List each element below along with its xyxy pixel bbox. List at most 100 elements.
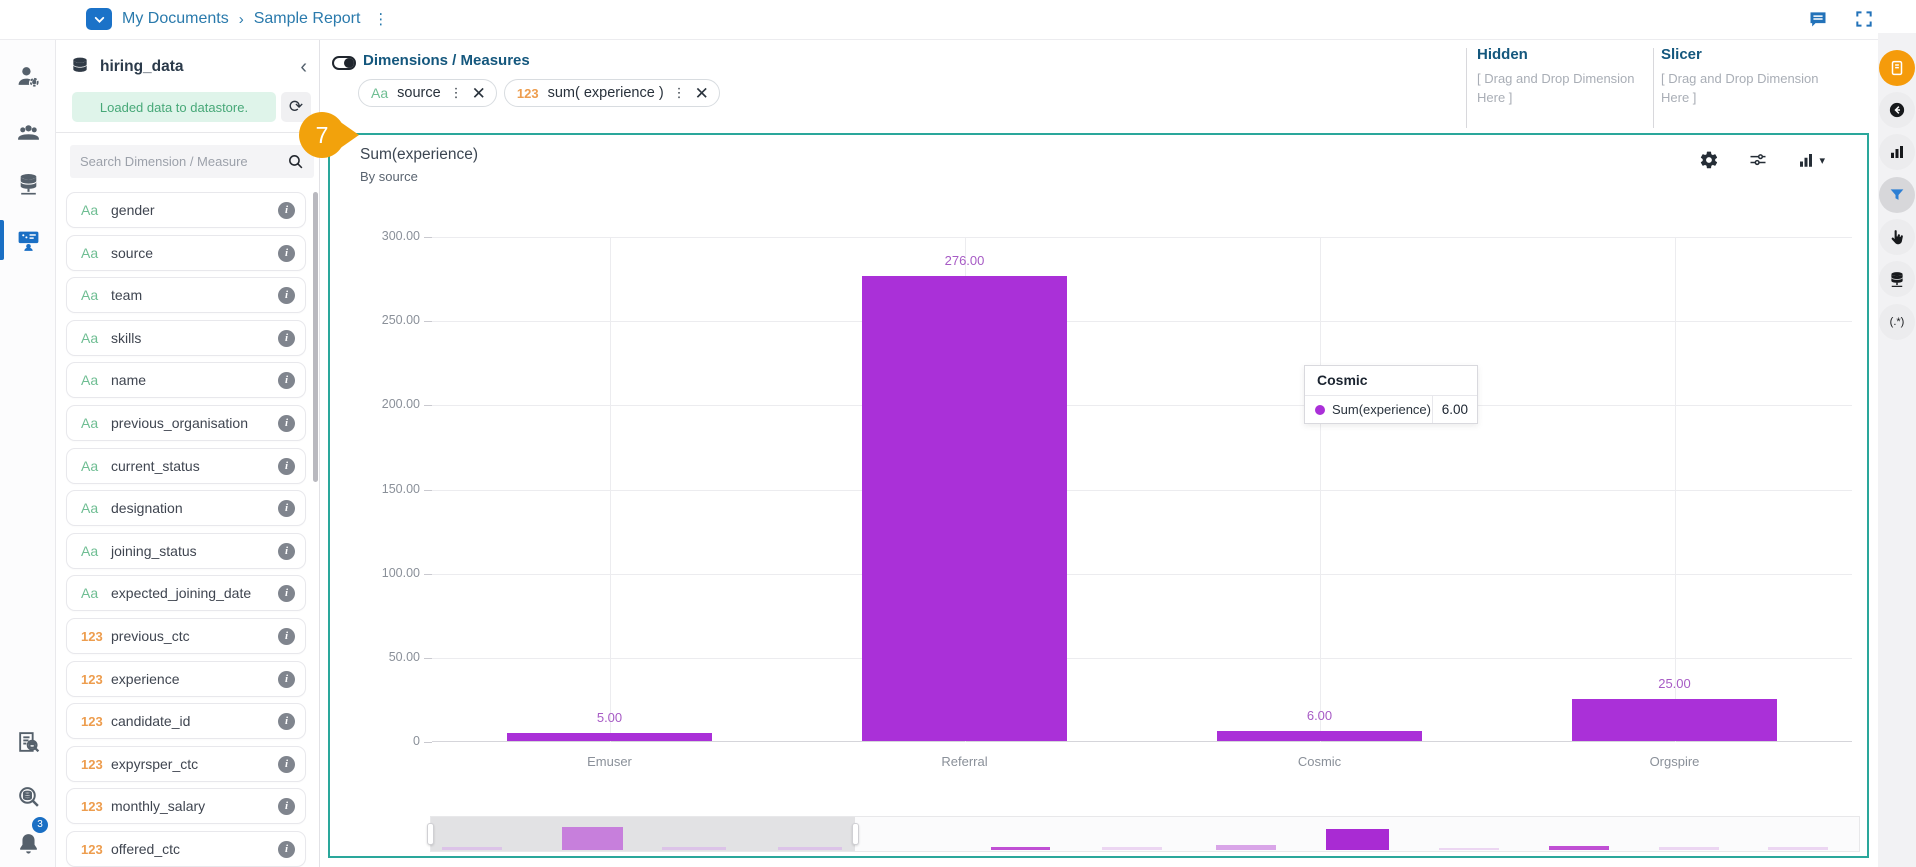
breadcrumb-root[interactable]: My Documents (122, 10, 229, 27)
chart-range-navigator[interactable] (427, 816, 1860, 852)
breadcrumb-current[interactable]: Sample Report (253, 10, 361, 27)
axis-tick (424, 237, 432, 238)
navigator-left-handle[interactable] (427, 823, 434, 845)
field-item-expyrsper_ctc[interactable]: 123 expyrsper_ctc i (66, 746, 306, 782)
bar-emuser[interactable] (507, 732, 712, 741)
bar-referral[interactable] (862, 276, 1067, 741)
notification-badge: 3 (32, 817, 48, 833)
info-icon[interactable]: i (278, 457, 295, 475)
comments-icon[interactable] (1808, 9, 1828, 29)
breadcrumb: My Documents › Sample Report ⋮ (86, 8, 391, 30)
gridline (432, 405, 1852, 407)
field-label: designation (111, 500, 183, 516)
navigator-mini-bar (1549, 846, 1609, 850)
datastore-button[interactable] (1879, 261, 1915, 297)
field-item-experience[interactable]: 123 experience i (66, 661, 306, 697)
sidebar-item-docsearch[interactable] (0, 720, 56, 764)
y-axis-label: 50.00 (388, 649, 420, 664)
gridline (1319, 237, 1321, 742)
folder-icon[interactable] (86, 8, 112, 30)
field-item-offered_ctc[interactable]: 123 offered_ctc i (66, 831, 306, 867)
pointer-button[interactable] (1879, 219, 1915, 255)
field-item-team[interactable]: Aa team i (66, 277, 306, 313)
info-icon[interactable]: i (278, 201, 295, 219)
sidebar-item-users[interactable] (0, 110, 56, 154)
field-item-source[interactable]: Aa source i (66, 235, 306, 271)
notes-button[interactable] (1879, 50, 1915, 86)
chart-tooltip: Cosmic Sum(experience) 6.00 (1304, 365, 1478, 424)
field-item-gender[interactable]: Aa gender i (66, 192, 306, 228)
x-axis-label: Cosmic (1297, 754, 1342, 769)
gridline (1674, 237, 1676, 742)
slicer-dropzone[interactable]: Slicer [ Drag and Drop Dimension Here ] (1661, 46, 1839, 107)
info-icon[interactable]: i (278, 371, 295, 389)
info-icon[interactable]: i (278, 329, 295, 347)
sidebar-item-bell[interactable]: 3 (0, 817, 56, 865)
field-item-candidate_id[interactable]: 123 candidate_id i (66, 703, 306, 739)
navigator-mini-bar (662, 847, 726, 850)
chip-menu-icon[interactable]: ⋮ (449, 85, 463, 100)
field-item-previous_organisation[interactable]: Aa previous_organisation i (66, 405, 306, 441)
field-label: joining_status (111, 543, 197, 559)
dimensions-toggle[interactable] (332, 56, 356, 70)
info-icon[interactable]: i (278, 840, 295, 858)
chart-format-icon[interactable] (1748, 149, 1770, 171)
field-label: source (111, 245, 154, 261)
field-item-monthly_salary[interactable]: 123 monthly_salary i (66, 788, 306, 824)
field-item-expected_joining_date[interactable]: Aa expected_joining_date i (66, 575, 306, 611)
info-icon[interactable]: i (278, 712, 295, 730)
report-menu-icon[interactable]: ⋮ (373, 11, 389, 28)
info-icon[interactable]: i (278, 542, 295, 560)
search-input[interactable] (80, 154, 287, 169)
info-icon[interactable]: i (278, 286, 295, 304)
info-icon[interactable]: i (278, 244, 295, 262)
fullscreen-icon[interactable] (1854, 9, 1874, 29)
field-item-name[interactable]: Aa name i (66, 362, 306, 398)
info-icon[interactable]: i (278, 414, 295, 432)
chips-row: Aa source ⋮ ✕ 123 sum( experience ) ⋮ ✕ (358, 79, 720, 107)
chip-label: sum( experience ) (547, 85, 664, 101)
users-icon (17, 124, 39, 140)
sidebar-item-usergear[interactable] (0, 54, 56, 98)
back-button[interactable] (1879, 92, 1915, 128)
search-icon[interactable] (287, 153, 304, 170)
chip-source[interactable]: Aa source ⋮ ✕ (358, 79, 497, 107)
info-icon[interactable]: i (278, 627, 295, 645)
sidebar-item-dbsearch[interactable] (0, 774, 56, 818)
collapse-panel-icon[interactable]: ‹ (300, 56, 307, 78)
chart-widget: Sum(experience) By source ▾ 0 50.00 100.00… (328, 133, 1869, 858)
refresh-icon[interactable]: ⟳ (281, 92, 311, 122)
chart-settings-icon[interactable] (1699, 149, 1721, 171)
field-item-skills[interactable]: Aa skills i (66, 320, 306, 356)
text-type-icon: Aa (81, 287, 99, 303)
chip-remove-icon[interactable]: ✕ (471, 83, 486, 103)
walkthrough-step-badge[interactable]: 7 (299, 112, 359, 158)
chart-button[interactable] (1879, 134, 1915, 170)
bar-orgspire[interactable] (1572, 698, 1777, 741)
field-item-current_status[interactable]: Aa current_status i (66, 448, 306, 484)
chip-remove-icon[interactable]: ✕ (694, 83, 709, 103)
info-icon[interactable]: i (278, 755, 295, 773)
chart-type-dropdown[interactable]: ▾ (1797, 151, 1825, 169)
info-icon[interactable]: i (278, 797, 295, 815)
info-icon[interactable]: i (278, 584, 295, 602)
chip-sumexperience[interactable]: 123 sum( experience ) ⋮ ✕ (503, 79, 720, 107)
field-item-designation[interactable]: Aa designation i (66, 490, 306, 526)
sidebar-item-dashboard[interactable] (0, 218, 56, 262)
bar-cosmic[interactable] (1217, 730, 1422, 741)
info-icon[interactable]: i (278, 670, 295, 688)
hidden-dropzone[interactable]: Hidden [ Drag and Drop Dimension Here ] (1477, 46, 1655, 107)
sidebar-item-database[interactable] (0, 161, 56, 205)
tooltip-series: Sum(experience) (1332, 402, 1431, 417)
field-item-joining_status[interactable]: Aa joining_status i (66, 533, 306, 569)
field-item-previous_ctc[interactable]: 123 previous_ctc i (66, 618, 306, 654)
field-label: previous_organisation (111, 415, 248, 431)
navigator-selected-range[interactable] (431, 817, 855, 851)
info-icon[interactable]: i (278, 499, 295, 517)
hidden-placeholder: [ Drag and Drop Dimension Here ] (1477, 71, 1635, 105)
chip-menu-icon[interactable]: ⋮ (672, 85, 686, 100)
regex-button[interactable]: (.*) (1879, 304, 1915, 340)
filter-button[interactable] (1879, 177, 1915, 213)
field-list-scrollbar[interactable] (313, 192, 318, 482)
navigator-right-handle[interactable] (852, 823, 859, 845)
